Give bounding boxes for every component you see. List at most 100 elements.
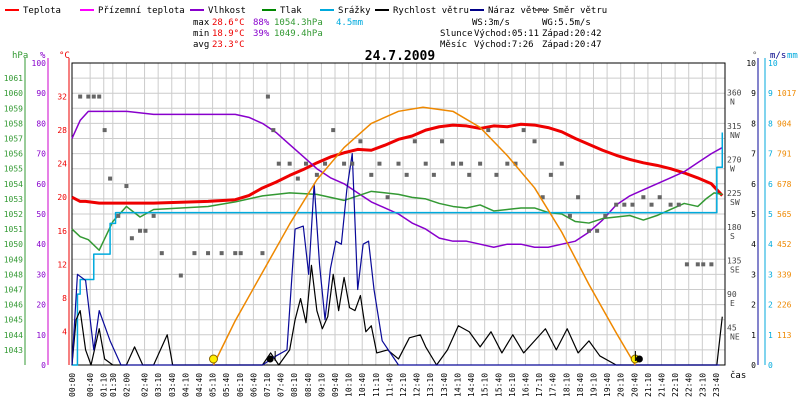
tick-deg-dir: SW [730,198,740,207]
tick-pct: 30 [36,270,46,279]
legend-label: Srážky [338,6,371,16]
tick-degc: 16 [57,227,67,236]
x-tick-label: 22:10 [671,373,680,397]
x-tick-label: 07:10 [263,373,272,397]
series-line-vlhkost [71,110,723,248]
wind-direction-point [358,139,363,144]
legend: Teplota Přízemní teplota Vlhkost Tlak Srážky… [5,6,607,16]
wind-direction-point [385,195,390,200]
tick-deg-dir: NW [730,131,740,140]
stat-avg-label: avg [193,40,209,50]
tick-deg: 360 [727,89,742,98]
x-tick-label: 13:10 [426,373,435,397]
wind-direction-point [668,202,673,207]
x-tick-label: 06:40 [249,373,258,397]
tick-deg: 270 [727,156,742,165]
wind-direction-point [641,195,646,200]
tick-ms: 2 [751,301,756,310]
tick-mm: 904 [777,119,792,128]
tick-degc: 12 [57,260,67,269]
series-line-náraz-větru [71,153,720,366]
tick-hpa: 1046 [4,301,23,310]
tick-hpa: 1053 [4,195,23,204]
x-tick-label: 05:40 [222,373,231,397]
wind-direction-point [657,195,662,200]
wind-direction-point [450,161,455,166]
wind-direction-point [102,128,107,133]
x-tick-label: 18:40 [576,373,585,397]
tick-deg: 180 [727,223,742,232]
x-tick-label: 17:10 [535,373,544,397]
axes: 00:00 00:40 01:10 01:30 02:00 02:40 03:10 03:40… [4,58,796,397]
tick-degc: 32 [57,93,67,102]
wind-direction-point [459,161,464,166]
wind-direction-point [369,172,374,177]
tick-deg-dir: S [730,232,735,241]
tick-ms-right: 4 [768,240,773,249]
tick-degc: 24 [57,160,67,169]
unit-deg: ° [752,51,757,61]
chart-title: 24.7.2009 [365,49,435,64]
wind-direction-point [532,139,537,144]
tick-pct: 100 [32,59,47,68]
wind-direction-point [396,161,401,166]
x-tick-label: 21:10 [644,373,653,397]
wind-direction-point [138,228,143,233]
wind-direction-point [206,251,211,256]
tick-deg: 45 [727,323,737,332]
wind-direction-point [649,202,654,207]
tick-mm: 113 [777,331,792,340]
tick-ms-right: 6 [768,180,773,189]
tick-ms: 0 [751,361,756,370]
x-tick-label: 23:40 [712,373,721,397]
tick-hpa: 1048 [4,270,23,279]
stat-sunset: Západ:20:42 [542,29,602,39]
wind-direction-point [350,161,355,166]
unit-pct: % [40,51,46,61]
tick-ms-right: 3 [768,270,773,279]
legend-label: Přízemní teplota [98,6,185,16]
x-tick-label: 10:40 [358,373,367,397]
tick-hpa: 1047 [4,286,23,295]
x-tick-label: 22:40 [685,373,694,397]
wind-direction-point [331,128,336,133]
wind-direction-point [271,128,276,133]
stat-max-temp: 28.6°C [212,18,245,28]
tick-hpa: 1051 [4,225,23,234]
wind-direction-point [412,139,417,144]
stat-avg-temp: 23.3°C [212,40,245,50]
x-tick-label: 08:10 [290,373,299,397]
x-tick-label: 04:10 [181,373,190,397]
wind-direction-point [295,176,300,181]
wind-direction-point [709,262,714,267]
tick-deg-dir: E [730,299,735,308]
legend-label: Tlak [280,6,302,16]
x-tick-label: 14:40 [467,373,476,397]
tick-ms-right: 8 [768,119,773,128]
wind-direction-point [423,161,428,166]
tick-hpa: 1060 [4,89,23,98]
tick-ms: 3 [751,270,756,279]
wind-direction-point [314,172,319,177]
stat-sunrise: Východ:05:11 [474,29,539,39]
tick-pct: 10 [36,331,46,340]
tick-hpa: 1052 [4,210,23,219]
wind-direction-point [540,195,545,200]
wind-direction-point [622,202,627,207]
x-tick-label: 03:10 [154,373,163,397]
wind-direction-point [233,251,238,256]
x-tick-label: 01:30 [109,373,118,397]
tick-ms: 9 [751,89,756,98]
wind-direction-point [521,128,526,133]
series-line-teplota [71,122,724,205]
stats-block: max 28.6°C 88% 1054.3hPa 4.5mm min 18.9°… [193,18,602,50]
stat-ws: WS:3m/s [472,18,510,28]
wind-direction-point [595,228,600,233]
wind-direction-point [97,94,102,99]
tick-pct: 60 [36,180,46,189]
stat-min-temp: 18.9°C [212,29,245,39]
tick-deg-dir: W [730,165,735,174]
tick-mm: 678 [777,180,792,189]
